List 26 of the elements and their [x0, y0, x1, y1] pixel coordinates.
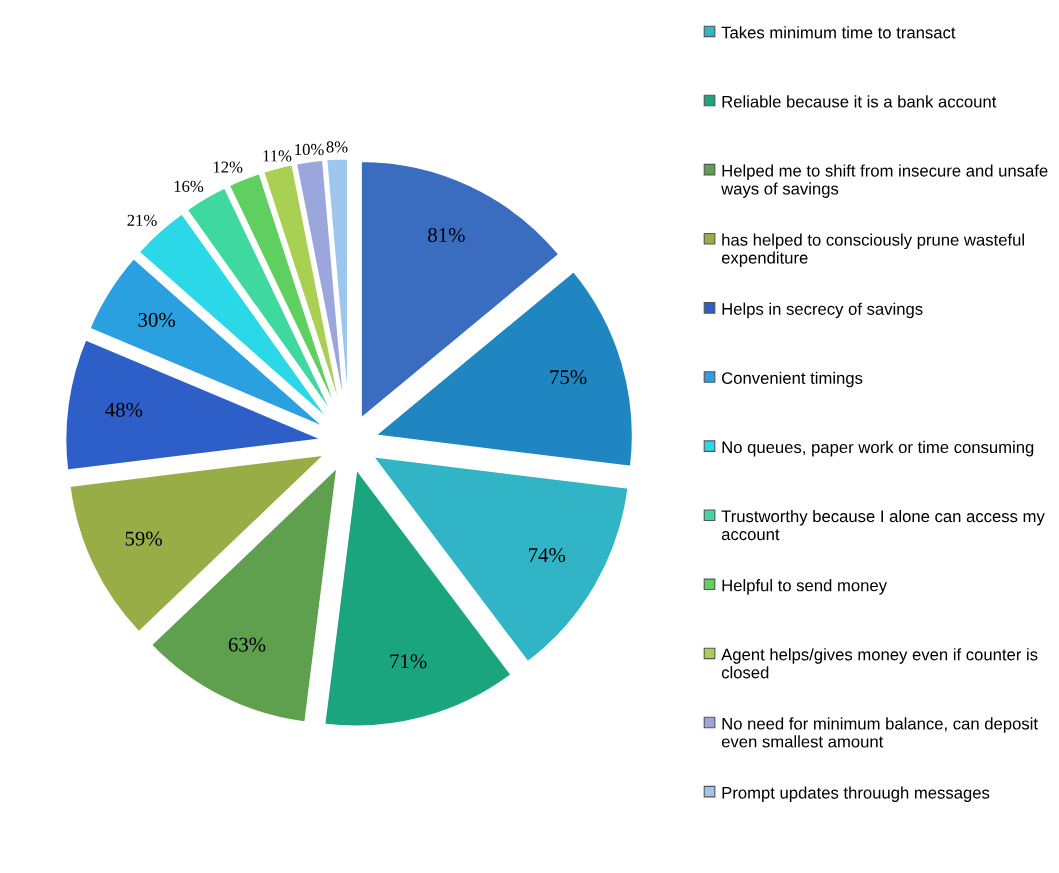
legend-label: Prompt updates throuugh messages: [722, 786, 990, 802]
data-label: 10%: [295, 143, 324, 156]
legend-label: Helped me to shift from insecure and unsafe ways of savings: [721, 164, 1048, 198]
data-label: 74%: [529, 548, 566, 563]
data-label: 12%: [213, 161, 243, 173]
data-label: 30%: [138, 312, 176, 327]
legend-label: Helps in secrecy of savings: [722, 302, 923, 319]
legend-label: Helpful to send money: [722, 579, 887, 595]
legend-label: Reliable because it is a bank account: [722, 95, 997, 108]
data-label: 75%: [550, 370, 587, 385]
legend-label: Trustworthy because I alone can access my account: [721, 509, 1045, 541]
data-label: 8%: [326, 141, 348, 153]
data-label: 11%: [263, 150, 292, 162]
data-label: 71%: [390, 654, 427, 669]
data-label: 59%: [125, 531, 162, 546]
data-label: 63%: [228, 637, 266, 652]
data-label: 81%: [428, 227, 465, 243]
legend-label: No queues, paper work or time consuming: [722, 440, 1034, 457]
legend-label: No need for minimum balance, can deposit even smallest amount: [721, 717, 1038, 748]
data-label: 21%: [127, 214, 157, 226]
legend-label: Agent helps/gives money even if counter is closed: [721, 648, 1038, 679]
legend-label: Convenient timings: [722, 371, 863, 388]
legend-label: has helped to consciously prune wasteful expenditure: [721, 233, 1024, 268]
legend-label: Takes minimum time to transact: [721, 26, 956, 39]
data-label: 48%: [105, 402, 143, 417]
data-label: 16%: [174, 180, 204, 192]
